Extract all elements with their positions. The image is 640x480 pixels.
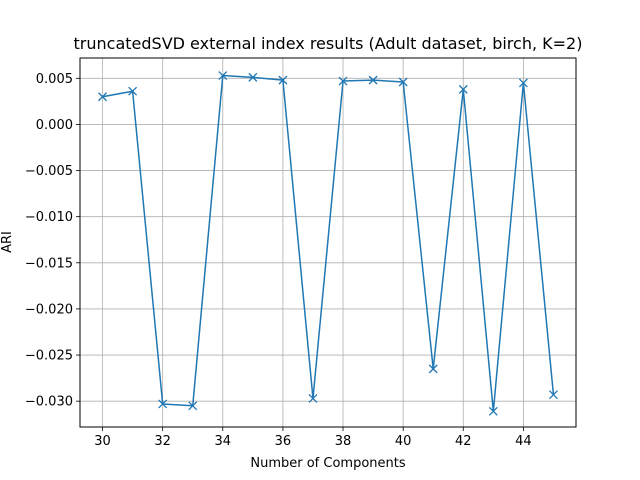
data-point-marker bbox=[368, 75, 378, 85]
x-tick-label: 38 bbox=[335, 434, 352, 449]
data-point-marker bbox=[278, 75, 288, 85]
y-tick-label: −0.020 bbox=[25, 302, 73, 317]
data-markers bbox=[98, 71, 558, 416]
chart-title: truncatedSVD external index results (Adu… bbox=[74, 34, 583, 53]
y-axis-label: ARI bbox=[0, 231, 15, 253]
x-tick-label: 30 bbox=[94, 434, 111, 449]
data-series bbox=[102, 74, 555, 413]
y-tick-label: 0.005 bbox=[36, 72, 73, 87]
plot-frame bbox=[79, 57, 577, 428]
x-tick-label: 40 bbox=[395, 434, 412, 449]
data-point-marker bbox=[248, 72, 258, 82]
data-point-marker bbox=[338, 76, 348, 86]
data-point-marker bbox=[518, 78, 528, 88]
y-tick-label: −0.015 bbox=[25, 256, 73, 271]
grid bbox=[80, 58, 576, 427]
x-tick-label: 42 bbox=[455, 434, 472, 449]
data-point-marker bbox=[428, 364, 438, 374]
x-tick-label: 34 bbox=[215, 434, 232, 449]
x-tick-label: 32 bbox=[154, 434, 171, 449]
y-tick-label: −0.025 bbox=[25, 349, 73, 364]
y-tick-label: −0.005 bbox=[25, 164, 73, 179]
data-point-marker bbox=[548, 390, 558, 400]
data-point-marker bbox=[398, 77, 408, 87]
x-tick-label: 44 bbox=[515, 434, 532, 449]
data-point-marker bbox=[458, 84, 468, 94]
data-point-marker bbox=[218, 71, 228, 80]
x-axis-label: Number of Components bbox=[250, 456, 405, 471]
y-tick-label: −0.010 bbox=[25, 210, 73, 225]
y-axis-ticks: 0.005 0.000 −0.005 −0.010 −0.015 −0.020 −0.025… bbox=[25, 72, 80, 410]
data-point-marker bbox=[128, 86, 138, 96]
data-point-marker bbox=[158, 399, 168, 409]
series-line bbox=[102, 74, 555, 413]
y-tick-label: −0.030 bbox=[25, 395, 73, 410]
data-point-marker bbox=[488, 406, 498, 416]
data-point-marker bbox=[308, 393, 318, 403]
data-point-marker bbox=[98, 92, 108, 102]
x-tick-label: 36 bbox=[275, 434, 292, 449]
data-point-marker bbox=[188, 401, 198, 411]
y-tick-label: 0.000 bbox=[36, 118, 73, 133]
x-axis-ticks: 30 32 34 36 38 40 42 44 bbox=[94, 427, 532, 449]
